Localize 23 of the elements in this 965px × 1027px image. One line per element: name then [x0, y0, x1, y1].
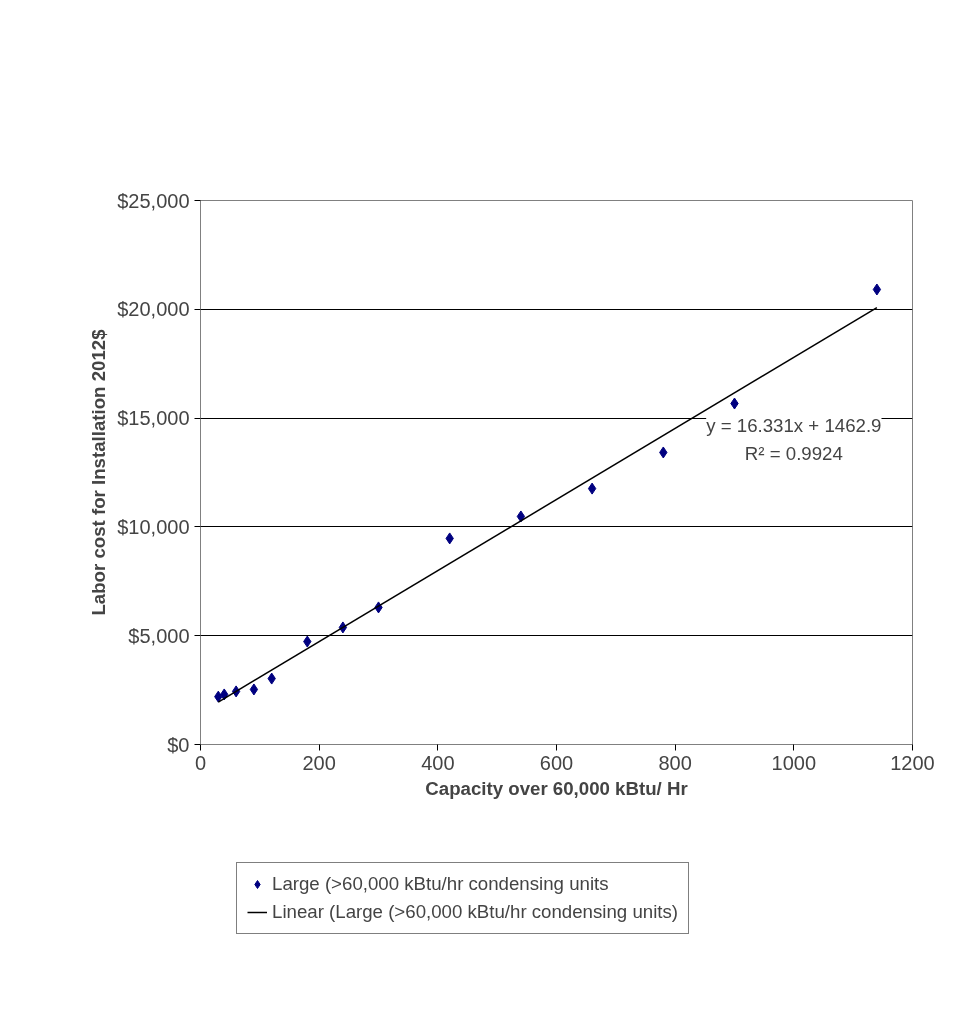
annotation: R² = 0.9924 — [744, 442, 843, 464]
point — [516, 510, 526, 523]
x-tick-label: 400 — [421, 751, 455, 774]
legend-label: Large (>60,000 kBtu/hr condensing units — [272, 873, 609, 895]
y-tick-label: $15,000 — [117, 407, 190, 430]
x-tick-label: 600 — [539, 751, 574, 774]
point — [249, 683, 259, 696]
y-axis-title: Labor cost for Installation 2012$ — [88, 328, 110, 616]
point — [872, 283, 882, 296]
y-tick-label: $20,000 — [117, 298, 190, 321]
y-tick-label: $10,000 — [117, 515, 190, 538]
x-tick-label: 800 — [658, 751, 692, 774]
annotation: y = 16.331x + 1462.9 — [706, 414, 882, 436]
x-tick-label: 200 — [302, 751, 336, 774]
x-tick-label: 0 — [194, 751, 207, 774]
y-tick-label: $25,000 — [117, 189, 190, 212]
point — [587, 482, 597, 495]
legend-label: Linear (Large (>60,000 kBtu/hr condensing units) — [272, 901, 679, 923]
x-tick-label: 1200 — [890, 751, 935, 774]
x-tick-label: 1000 — [771, 751, 817, 774]
y-tick-label: $5,000 — [128, 624, 190, 647]
y-tick-label: $0 — [167, 733, 190, 756]
x-axis-title: Capacity over 60,000 kBtu/ Hr — [425, 777, 688, 799]
